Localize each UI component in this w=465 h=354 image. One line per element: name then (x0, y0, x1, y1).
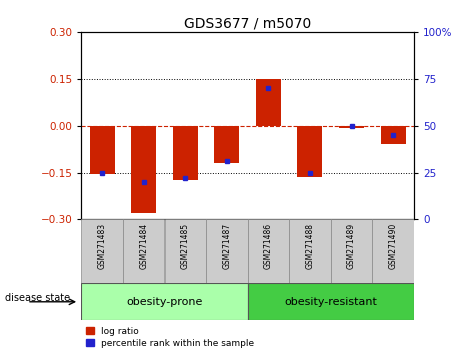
Text: obesity-resistant: obesity-resistant (284, 297, 377, 307)
Text: GSM271488: GSM271488 (306, 223, 314, 269)
Text: obesity-prone: obesity-prone (126, 297, 203, 307)
FancyBboxPatch shape (81, 283, 247, 320)
Legend: log ratio, percentile rank within the sample: log ratio, percentile rank within the sa… (86, 327, 254, 348)
FancyBboxPatch shape (372, 219, 414, 283)
Bar (90, 126, 114, 174)
FancyBboxPatch shape (289, 219, 331, 283)
Bar (256, 79, 281, 126)
FancyBboxPatch shape (81, 219, 123, 283)
Text: GSM271487: GSM271487 (222, 223, 231, 269)
Text: GSM271490: GSM271490 (389, 223, 398, 269)
Text: GSM271485: GSM271485 (181, 223, 190, 269)
FancyBboxPatch shape (206, 219, 247, 283)
Text: GSM271486: GSM271486 (264, 223, 273, 269)
FancyBboxPatch shape (331, 219, 372, 283)
Text: GSM271489: GSM271489 (347, 223, 356, 269)
FancyBboxPatch shape (248, 219, 289, 283)
FancyBboxPatch shape (165, 219, 206, 283)
Text: disease state: disease state (5, 293, 70, 303)
Text: GSM271484: GSM271484 (139, 223, 148, 269)
Bar (214, 126, 239, 162)
Title: GDS3677 / m5070: GDS3677 / m5070 (184, 17, 311, 31)
Bar (380, 126, 405, 144)
FancyBboxPatch shape (248, 283, 414, 320)
Text: GSM271483: GSM271483 (98, 223, 106, 269)
Bar (173, 126, 198, 181)
Bar (131, 126, 156, 213)
Bar (339, 126, 364, 128)
FancyBboxPatch shape (123, 219, 165, 283)
Bar (298, 126, 322, 177)
